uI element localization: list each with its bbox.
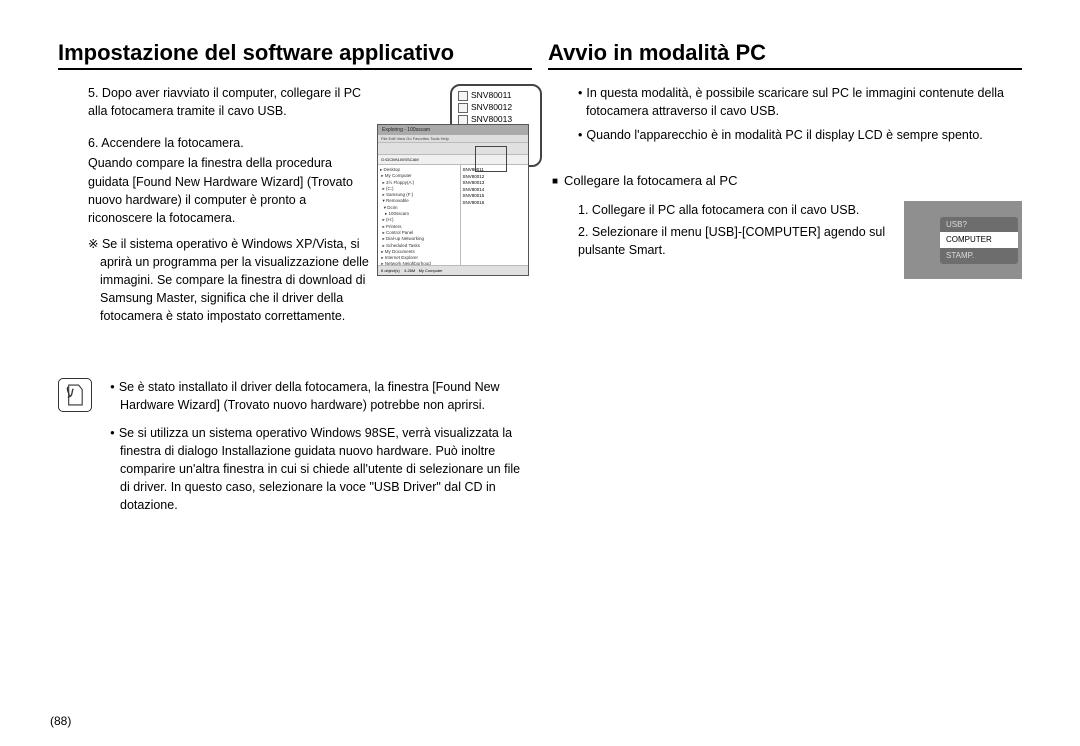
lcd-usb: USB? [940,217,1018,233]
explorer-illustration: SNV80011 SNV80012 SNV80013 SNV80014 SNV8… [377,84,532,279]
info-note-block: Se è stato installato il driver della fo… [58,378,532,525]
right-intro-2: Quando l'apparecchio è in modalità PC il… [578,126,1022,144]
zoom-file-1: SNV80012 [471,102,512,114]
step6-note: Se il sistema operativo è Windows XP/Vis… [100,237,369,324]
right-intro-1: In questa modalità, è possibile scaricar… [578,84,1022,120]
lcd-screenshot: USB? COMPUTER STAMP. [904,201,1022,279]
r-step1-num: 1. [578,203,588,217]
step5-text: Dopo aver riavviato il computer, collega… [88,86,361,118]
r-step2: Selezionare il menu [USB]-[COMPUTER] age… [578,225,885,257]
step6-note-prefix: ※ [88,237,98,251]
step5-num: 5. [88,86,98,100]
step6-line2: Quando compare la finestra della procedu… [88,154,369,227]
lcd-computer: COMPUTER [940,232,1018,248]
note-icon [58,378,92,412]
left-rule [58,68,532,70]
r-step1: Collegare il PC alla fotocamera con il c… [592,203,859,217]
left-steps: 5. Dopo aver riavviato il computer, coll… [58,84,369,338]
note-bullets: Se è stato installato il driver della fo… [110,378,532,525]
lcd-stamp: STAMP. [940,248,1018,264]
right-title: Avvio in modalità PC [548,40,1022,66]
right-steps: 1. Collegare il PC alla fotocamera con i… [548,201,892,259]
step6-line1: Accendere la fotocamera. [101,136,243,150]
left-column: Impostazione del software applicativo 5.… [50,40,540,726]
note-2: Se si utilizza un sistema operativo Wind… [110,424,532,515]
right-intro-list: In questa modalità, è possibile scaricar… [548,84,1022,144]
zoom-file-0: SNV80011 [471,90,511,102]
r-step2-num: 2. [578,225,588,239]
zoom-connector [475,146,507,172]
file-icon [458,91,468,101]
note-1: Se è stato installato il driver della fo… [110,378,532,414]
right-column: Avvio in modalità PC In questa modalità,… [540,40,1030,726]
right-rule [548,68,1022,70]
page-number: (88) [50,714,71,728]
file-icon [458,103,468,113]
step6-num: 6. [88,136,98,150]
right-section-head: Collegare la fotocamera al PC [552,172,1022,191]
left-title: Impostazione del software applicativo [58,40,532,66]
